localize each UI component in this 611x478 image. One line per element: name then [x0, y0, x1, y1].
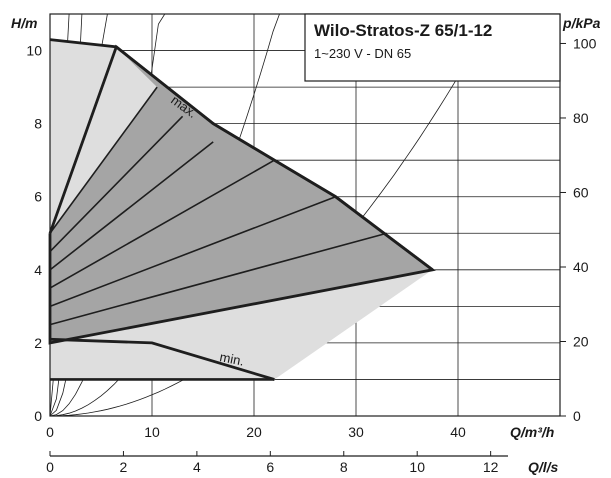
x-tick-label: 10 [144, 424, 160, 440]
control-line [49, 232, 387, 326]
y-axis-right-ticks: 0 20 40 60 80 100 [560, 35, 597, 424]
x-tick-label: 30 [348, 424, 364, 440]
x-secondary-tick-label: 6 [266, 459, 274, 475]
control-line [49, 195, 336, 308]
control-line [49, 86, 158, 234]
x-secondary-tick-label: 8 [340, 459, 348, 475]
x-secondary-tick-label: 10 [409, 459, 425, 475]
chart-subtitle: 1~230 V - DN 65 [314, 46, 411, 61]
min-curve [49, 337, 275, 381]
operating-region [48, 38, 436, 381]
y-right-tick-label: 20 [573, 333, 589, 349]
region-outline [48, 44, 436, 345]
y-left-tick-label: 6 [34, 189, 42, 205]
x-secondary-tick-label: 2 [120, 459, 128, 475]
y-right-tick-label: 0 [573, 408, 581, 424]
min-label: min. [218, 349, 245, 368]
x-secondary-tick-label: 12 [483, 459, 499, 475]
control-line [49, 141, 214, 271]
region-light-lower [50, 269, 433, 380]
x-tick-label: 20 [246, 424, 262, 440]
chart-title: Wilo-Stratos-Z 65/1-12 [314, 21, 492, 40]
control-line [49, 115, 184, 253]
x-tick-label: 0 [46, 424, 54, 440]
x-tick-label: 40 [450, 424, 466, 440]
region-light-floor [50, 339, 275, 380]
y-right-tick-label: 60 [573, 184, 589, 200]
region-light [50, 39, 158, 234]
y-axis-right-title: p/kPa [562, 15, 601, 31]
x-secondary-axis-title: Q/l/s [528, 459, 559, 475]
x-secondary-axis-ticks: 0 2 4 6 8 10 12 [46, 451, 499, 475]
y-right-tick-label: 80 [573, 110, 589, 126]
y-left-tick-label: 8 [34, 116, 42, 132]
y-left-tick-label: 2 [34, 335, 42, 351]
y-axis-left-title: H/m [11, 15, 37, 31]
y-left-tick-label: 4 [34, 262, 42, 278]
x-secondary-tick-label: 4 [193, 459, 201, 475]
y-left-tick-label: 10 [26, 43, 42, 59]
x-axis-ticks: 0 10 20 30 40 [46, 424, 466, 440]
control-line [49, 159, 275, 289]
region-dark [50, 39, 433, 343]
y-axis-left-ticks: 0 2 4 6 8 10 [26, 43, 42, 424]
y-right-tick-label: 100 [573, 35, 597, 51]
x-axis-title: Q/m³/h [510, 424, 554, 440]
title-box: Wilo-Stratos-Z 65/1-12 1~230 V - DN 65 [304, 13, 561, 82]
x-secondary-tick-label: 0 [46, 459, 54, 475]
y-right-tick-label: 40 [573, 259, 589, 275]
y-left-tick-label: 0 [34, 408, 42, 424]
